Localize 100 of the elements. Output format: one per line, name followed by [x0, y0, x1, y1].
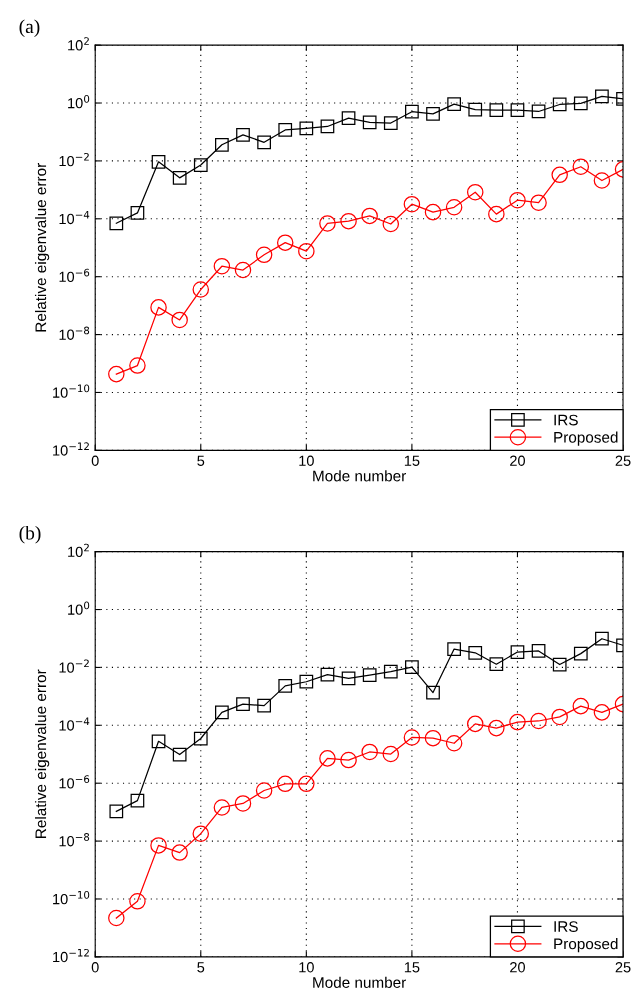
point: [362, 668, 377, 683]
point: [298, 242, 315, 260]
point: [445, 734, 463, 752]
y-tick-label: 10$^{0}$: [68, 95, 90, 109]
x-tick-label: 25: [615, 962, 631, 973]
y-tick-label: 10$^{2}$: [68, 37, 89, 51]
point: [234, 795, 252, 812]
point: [215, 705, 229, 720]
point: [468, 645, 483, 660]
y-tick-label: 10$^{−4}$: [59, 717, 90, 731]
point: [130, 793, 145, 808]
point: [595, 89, 609, 104]
chart-title: (b): [19, 525, 41, 544]
y-axis-title: Relative eigenvalue error: [34, 163, 50, 332]
point: [192, 825, 210, 842]
y-tick-label: 10$^{−2}$: [59, 659, 89, 673]
point: [236, 128, 250, 142]
point: [257, 135, 271, 150]
point: [298, 775, 315, 793]
point: [276, 234, 294, 251]
y-tick-label: 10$^{−2}$: [59, 152, 89, 167]
legend-label: Proposed: [554, 938, 618, 953]
point: [403, 729, 421, 746]
y-tick-label: 10$^{−12}$: [53, 948, 89, 963]
point: [108, 365, 125, 383]
point: [551, 708, 568, 726]
x-tick-label: 5: [197, 962, 205, 973]
point: [445, 199, 463, 216]
point: [572, 697, 590, 715]
point: [573, 646, 588, 661]
point: [424, 203, 442, 221]
point: [172, 170, 187, 185]
point: [193, 158, 208, 172]
point: [213, 257, 231, 275]
point: [552, 657, 567, 672]
point: [383, 116, 398, 130]
point: [320, 667, 335, 682]
y-axis-title: Relative eigenvalue error: [34, 669, 50, 838]
point: [531, 644, 546, 658]
point: [530, 712, 547, 730]
point: [468, 102, 483, 117]
point: [489, 657, 504, 672]
point: [108, 909, 125, 927]
point: [426, 107, 440, 121]
point: [382, 745, 400, 763]
point: [215, 137, 229, 152]
point: [509, 713, 526, 731]
point: [424, 729, 442, 747]
point: [489, 103, 504, 117]
y-tick-label: 10$^{−12}$: [53, 442, 89, 456]
y-tick-label: 10$^{−6}$: [59, 775, 90, 789]
chart-title: (a): [19, 19, 40, 38]
point: [447, 97, 462, 111]
point: [150, 299, 167, 316]
x-tick-label: 25: [615, 455, 631, 466]
legend-label: IRS: [554, 921, 578, 932]
point: [466, 715, 484, 733]
point: [151, 734, 166, 749]
point: [171, 311, 188, 329]
point: [593, 704, 611, 721]
point: [405, 660, 419, 674]
x-tick-label: 10: [299, 455, 314, 466]
point: [341, 111, 356, 126]
point: [340, 751, 357, 769]
point: [340, 212, 357, 230]
point: [361, 743, 378, 761]
point: [299, 121, 314, 136]
point: [595, 631, 609, 646]
y-tick-label: 10$^{−8}$: [59, 326, 90, 340]
point: [109, 216, 124, 231]
point: [319, 750, 336, 767]
point: [319, 215, 336, 232]
x-tick-label: 20: [510, 455, 525, 466]
point: [593, 172, 611, 189]
y-tick-label: 10$^{−10}$: [53, 890, 90, 905]
point: [572, 158, 590, 175]
point: [488, 205, 505, 223]
point: [192, 281, 210, 298]
point: [236, 697, 250, 711]
point: [234, 261, 252, 279]
x-axis-title: Mode number: [313, 470, 406, 482]
y-tick-label: 10$^{0}$: [68, 601, 90, 615]
point: [361, 207, 378, 225]
x-axis-title: Mode number: [313, 976, 406, 988]
y-tick-label: 10$^{−10}$: [53, 384, 90, 398]
point: [150, 837, 167, 854]
x-tick-label: 15: [404, 455, 420, 466]
point: [109, 804, 124, 819]
point: [171, 844, 188, 861]
point: [383, 664, 398, 679]
point: [362, 115, 377, 130]
point: [193, 731, 208, 746]
point: [552, 97, 567, 112]
point: [447, 642, 462, 656]
point: [510, 103, 525, 117]
point: [129, 893, 146, 910]
point: [213, 799, 231, 816]
point: [573, 96, 588, 111]
point: [130, 206, 145, 220]
point: [257, 698, 271, 713]
